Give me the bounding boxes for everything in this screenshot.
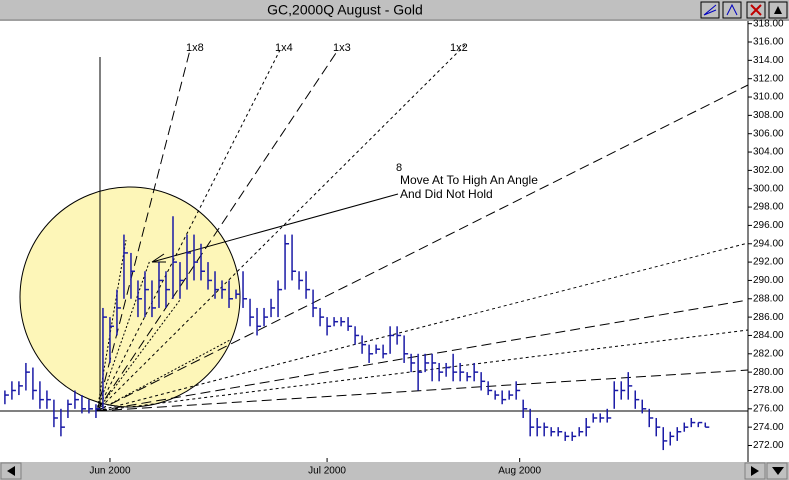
y-tick-label: 272.00: [753, 440, 784, 451]
fan-line-1x1: [96, 84, 749, 412]
x-tick-label: Aug 2000: [498, 466, 541, 477]
y-tick-label: 306.00: [753, 128, 784, 139]
y-tick-label: 298.00: [753, 202, 784, 213]
note-text: And Did Not Hold: [400, 187, 493, 201]
y-tick-label: 318.00: [753, 18, 784, 29]
gann-fan: [0, 44, 749, 412]
y-tick-label: 296.00: [753, 220, 784, 231]
fan-line-4x1: [96, 329, 749, 412]
inner-line: [96, 339, 231, 412]
arrow-head: [151, 253, 166, 263]
scrollbar[interactable]: [0, 462, 789, 480]
y-tick-label: 308.00: [753, 110, 784, 121]
icon-close: [750, 4, 762, 16]
y-axis-area: [748, 21, 789, 462]
y-tick-label: 312.00: [753, 73, 784, 84]
fan-line-3x1: [96, 299, 749, 412]
title-bar: [0, 0, 789, 20]
y-tick-label: 290.00: [753, 275, 784, 286]
fan-label: 1x3: [333, 42, 351, 54]
note-arrow: [151, 193, 399, 263]
fan-line-1x2: [96, 44, 466, 412]
y-tick-label: 276.00: [753, 403, 784, 414]
y-tick-label: 304.00: [753, 147, 784, 158]
marker-label: 8: [396, 162, 402, 174]
y-tick-label: 282.00: [753, 348, 784, 359]
fan-line-1x3: [96, 49, 339, 412]
scroll-right-icon: [751, 466, 759, 476]
y-tick-label: 280.00: [753, 367, 784, 378]
y-tick-label: 278.00: [753, 385, 784, 396]
fan-line-2x1: [96, 242, 749, 412]
y-tick-label: 316.00: [753, 37, 784, 48]
y-tick-label: 274.00: [753, 422, 784, 433]
inner-line: [96, 239, 127, 412]
icon-fan: [703, 4, 717, 16]
y-tick-label: 286.00: [753, 312, 784, 323]
y-tick-label: 288.00: [753, 293, 784, 304]
fan-label: 1x8: [186, 42, 204, 54]
chart-title: GC,2000Q August - Gold: [267, 2, 423, 18]
y-tick-label: 314.00: [753, 55, 784, 66]
x-tick-label: Jun 2000: [89, 466, 131, 477]
y-tick-label: 284.00: [753, 330, 784, 341]
scroll-down-icon: [772, 467, 784, 475]
icon-up: [774, 6, 782, 14]
y-tick-label: 294.00: [753, 238, 784, 249]
fan-line-1x4: [96, 49, 281, 412]
y-tick-label: 300.00: [753, 183, 784, 194]
inner-line: [96, 299, 181, 412]
y-tick-label: 292.00: [753, 257, 784, 268]
scroll-left-icon: [7, 466, 15, 476]
note-text: Move At To High An Angle: [400, 173, 538, 187]
highlight-circle: [19, 186, 241, 408]
fan-line-1x8: [96, 49, 191, 412]
window-buttons[interactable]: [700, 1, 788, 19]
fan-line-8x1: [96, 369, 749, 412]
fan-label: 1x2: [450, 42, 468, 54]
inner-line: [96, 259, 151, 412]
y-tick-label: 302.00: [753, 165, 784, 176]
fan-label: 1x4: [275, 42, 293, 54]
y-tick-label: 310.00: [753, 92, 784, 103]
icon-tool: [726, 3, 738, 16]
x-tick-label: Jul 2000: [308, 466, 346, 477]
